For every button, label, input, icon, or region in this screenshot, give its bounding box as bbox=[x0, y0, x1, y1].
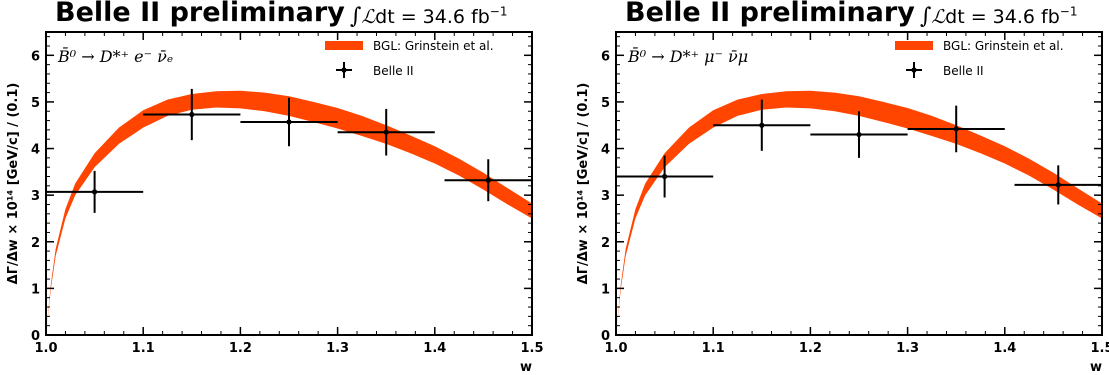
y-tick-label: 1 bbox=[31, 282, 40, 297]
y-tick-label: 0 bbox=[601, 329, 610, 344]
data-point bbox=[856, 131, 862, 138]
plot-frame bbox=[45, 31, 533, 336]
data-point bbox=[953, 126, 959, 132]
x-tick-label: 1.1 bbox=[132, 341, 155, 356]
y-tick-label: 3 bbox=[31, 189, 40, 204]
data-point bbox=[759, 122, 765, 128]
data-point bbox=[286, 119, 292, 125]
theory-band bbox=[46, 90, 532, 335]
channel-label: B̄⁰ → D*⁺ e⁻ ν̄ₑ bbox=[57, 45, 173, 66]
y-tick-label: 2 bbox=[601, 236, 610, 251]
legend-marker-point bbox=[341, 67, 347, 73]
experiment-title: Belle II preliminary bbox=[625, 0, 915, 28]
x-axis-label: w bbox=[520, 360, 532, 375]
data-point bbox=[383, 129, 389, 135]
channel-label: B̄⁰ → D*⁺ μ⁻ ν̄μ bbox=[627, 45, 748, 66]
x-tick-label: 1.4 bbox=[423, 341, 446, 356]
x-tick-label: 1.3 bbox=[326, 341, 349, 356]
y-tick-label: 2 bbox=[31, 236, 40, 251]
x-tick-label: 1.0 bbox=[604, 341, 627, 356]
x-tick-label: 1.2 bbox=[799, 341, 822, 356]
legend-band-swatch bbox=[895, 41, 933, 50]
legend-label-theory: BGL: Grinstein et al. bbox=[373, 39, 494, 53]
y-tick-label: 4 bbox=[31, 143, 40, 158]
y-tick-label: 0 bbox=[31, 329, 40, 344]
luminosity-label: ∫ℒdt = 34.6 fb−1 bbox=[920, 4, 1078, 29]
x-tick-label: 1.0 bbox=[34, 341, 57, 356]
y-tick-label: 6 bbox=[31, 49, 40, 64]
y-tick-label: 5 bbox=[601, 96, 610, 111]
y-axis-label: ΔΓ/Δw × 10¹⁴ [GeV/c] / (0.1) bbox=[6, 83, 21, 285]
y-tick-label: 6 bbox=[601, 49, 610, 64]
legend-marker-point bbox=[911, 67, 917, 73]
x-tick-label: 1.1 bbox=[702, 341, 725, 356]
data-point bbox=[92, 189, 98, 195]
y-tick-label: 5 bbox=[31, 96, 40, 111]
legend-label-data: Belle II bbox=[943, 64, 984, 78]
x-tick-label: 1.3 bbox=[896, 341, 919, 356]
plot-electron: 1.0 1.1 1.2 1.3 1.4 1.5 0 1 2 3 4 5 6 w ΔΓ/Δw × 10¹⁴ [… bbox=[6, 31, 544, 375]
legend-label-theory: BGL: Grinstein et al. bbox=[943, 39, 1064, 53]
experiment-title: Belle II preliminary bbox=[55, 0, 345, 28]
luminosity-label: ∫ℒdt = 34.6 fb−1 bbox=[350, 4, 508, 29]
data-point bbox=[1055, 182, 1061, 188]
data-point bbox=[662, 173, 668, 180]
y-tick-label: 4 bbox=[601, 143, 610, 158]
x-axis-label: w bbox=[1090, 360, 1102, 375]
x-tick-label: 1.2 bbox=[229, 341, 252, 356]
x-tick-label: 1.5 bbox=[520, 341, 543, 356]
data-point bbox=[189, 111, 195, 118]
x-tick-label: 1.5 bbox=[1090, 341, 1109, 356]
y-axis-label: ΔΓ/Δw × 10¹⁴ [GeV/c] / (0.1) bbox=[576, 83, 591, 285]
theory-band bbox=[616, 90, 1102, 335]
legend-band-swatch bbox=[325, 41, 363, 50]
x-tick-label: 1.4 bbox=[993, 341, 1016, 356]
chart-panel-muon: Belle II preliminary ∫ℒdt = 34.6 fb−1 1.… bbox=[570, 0, 1109, 375]
chart-panel-electron: Belle II preliminary ∫ℒdt = 34.6 fb−1 1.… bbox=[0, 0, 554, 375]
y-tick-label: 1 bbox=[601, 282, 610, 297]
plot-muon: 1.0 1.1 1.2 1.3 1.4 1.5 0 1 2 3 4 5 6 w ΔΓ/Δw × 10¹⁴ [… bbox=[576, 31, 1109, 375]
y-tick-label: 3 bbox=[601, 189, 610, 204]
legend-label-data: Belle II bbox=[373, 64, 414, 78]
plot-frame bbox=[615, 31, 1103, 336]
data-point bbox=[485, 177, 491, 183]
